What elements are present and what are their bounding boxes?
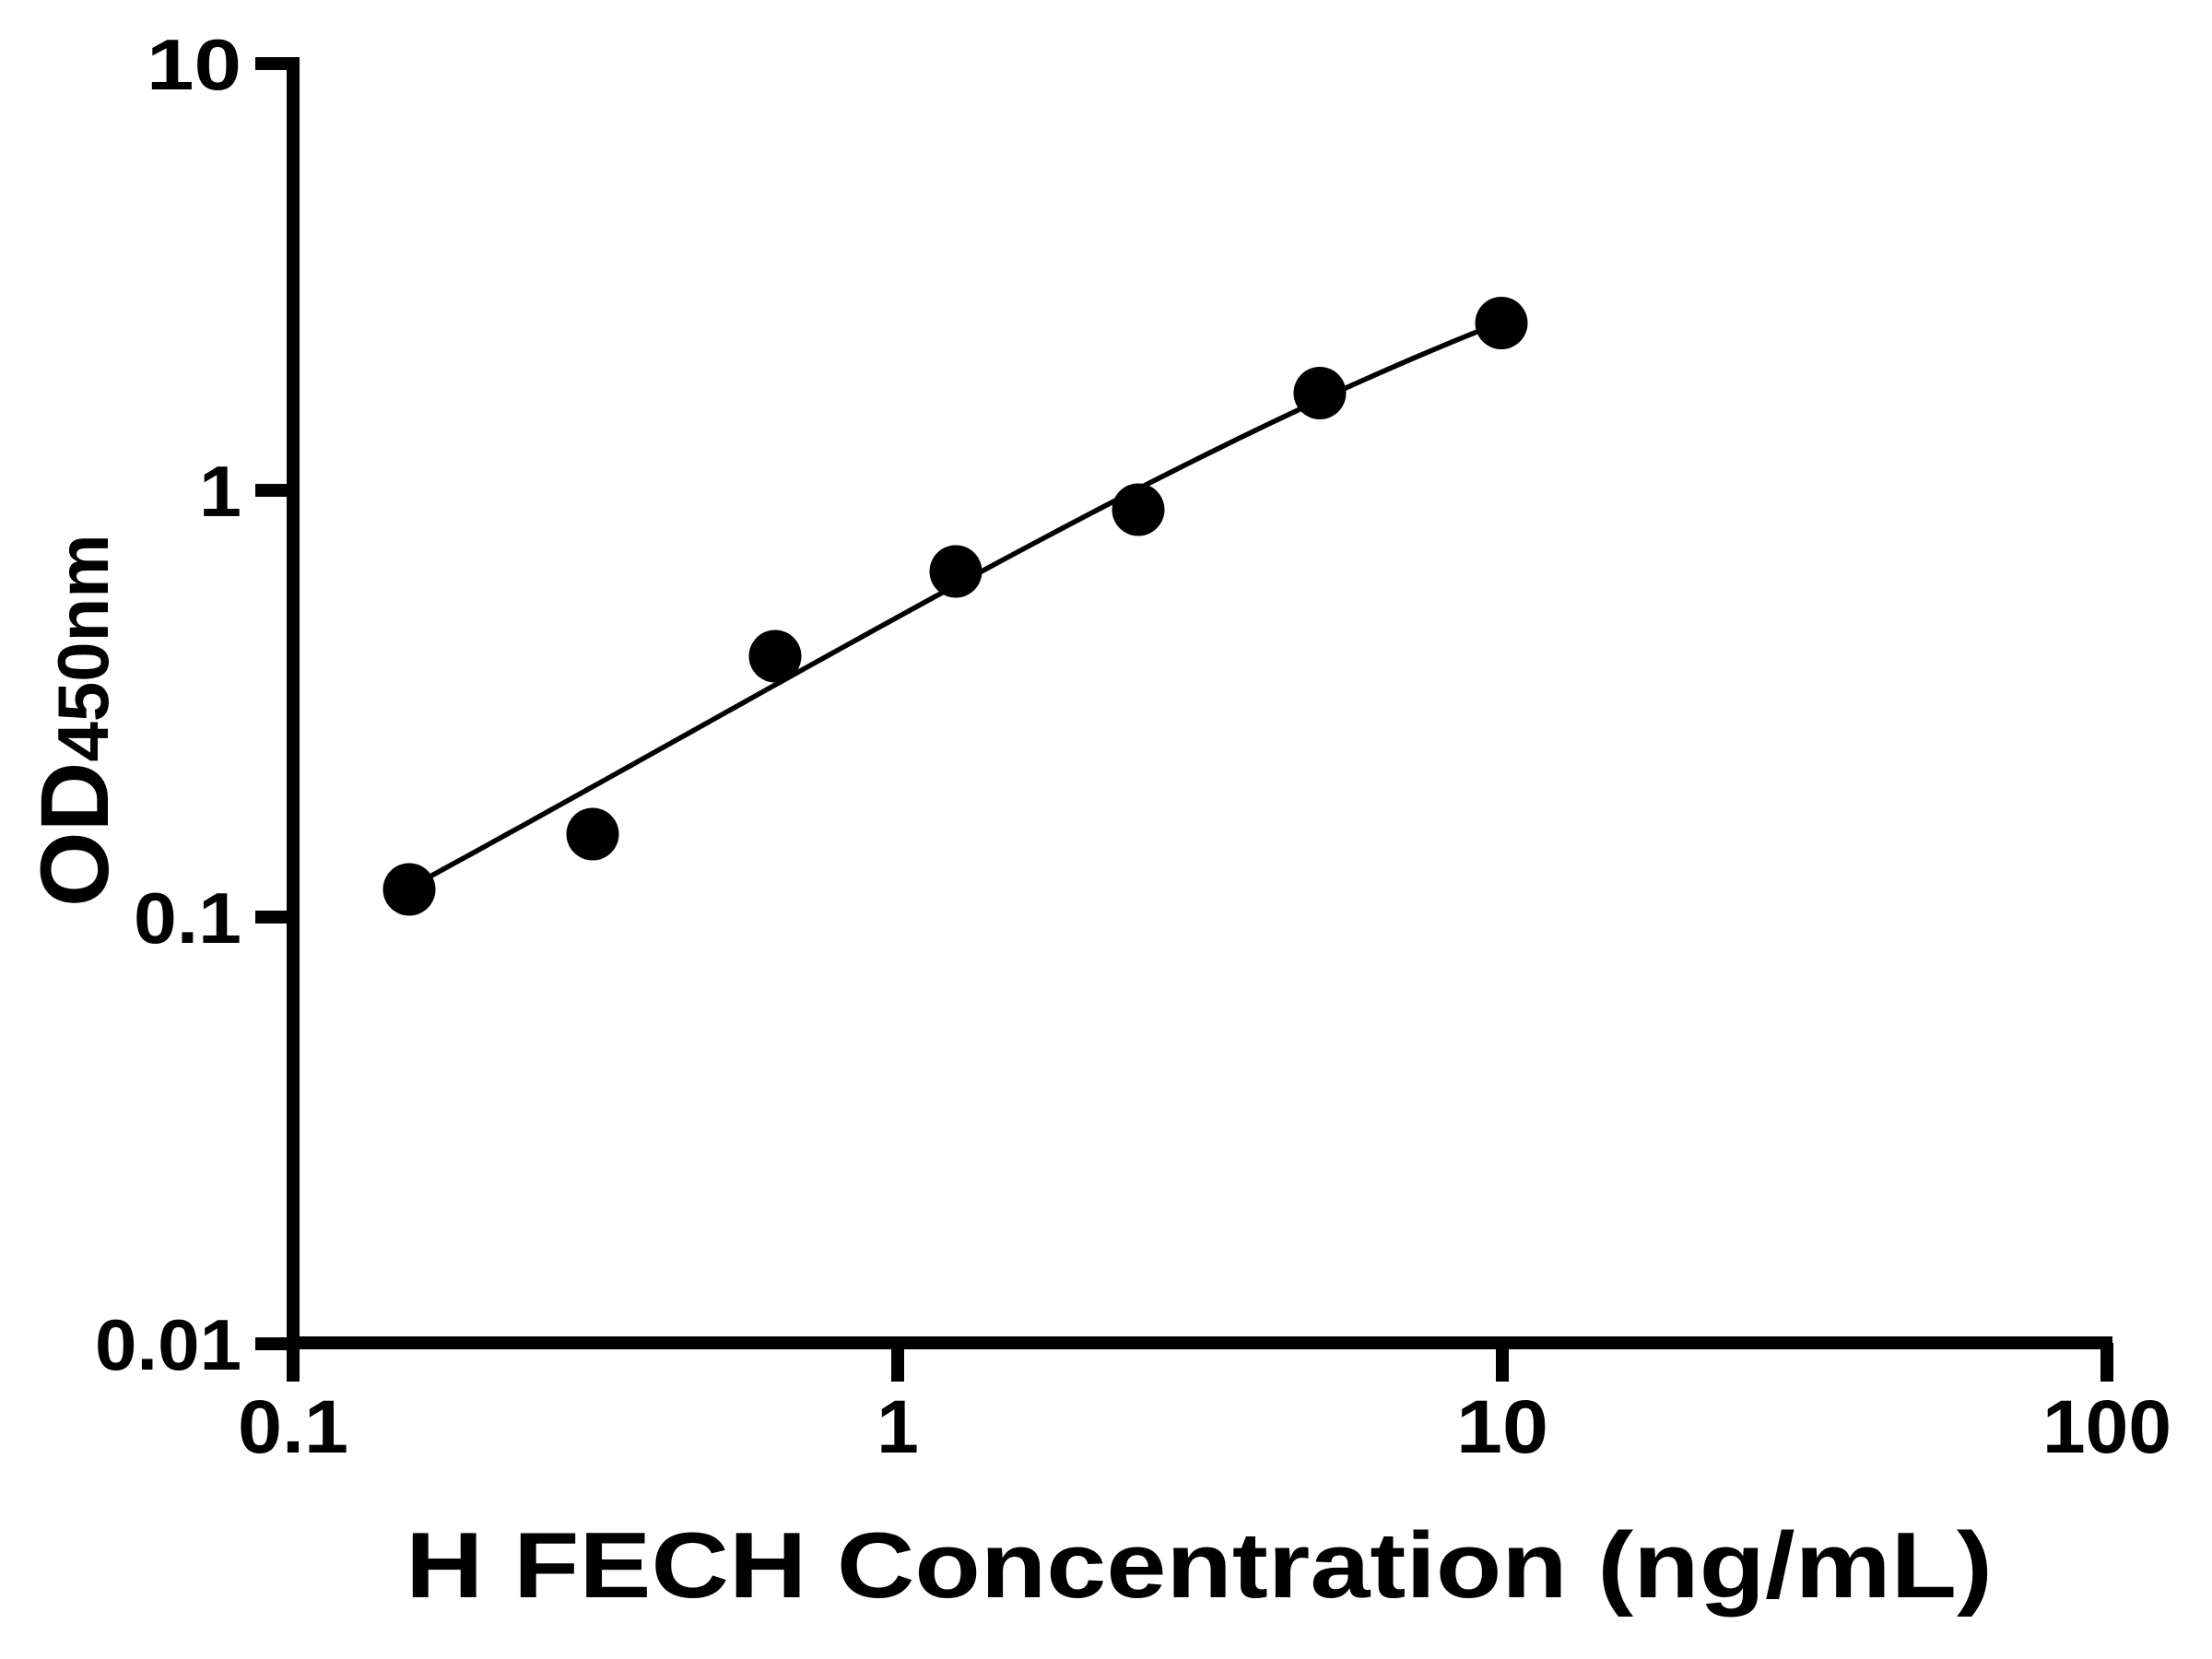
svg-text:OD450nm: OD450nm — [21, 534, 129, 907]
svg-text:1: 1 — [199, 451, 241, 532]
svg-text:H FECH Concentration (ng/mL): H FECH Concentration (ng/mL) — [406, 1514, 1993, 1618]
svg-text:10: 10 — [147, 24, 241, 105]
svg-text:0.1: 0.1 — [238, 1385, 348, 1469]
svg-text:100: 100 — [2042, 1385, 2171, 1469]
svg-text:0.1: 0.1 — [134, 877, 241, 959]
svg-text:10: 10 — [1456, 1385, 1548, 1469]
svg-text:0.01: 0.01 — [95, 1304, 241, 1385]
svg-text:1: 1 — [877, 1385, 919, 1469]
